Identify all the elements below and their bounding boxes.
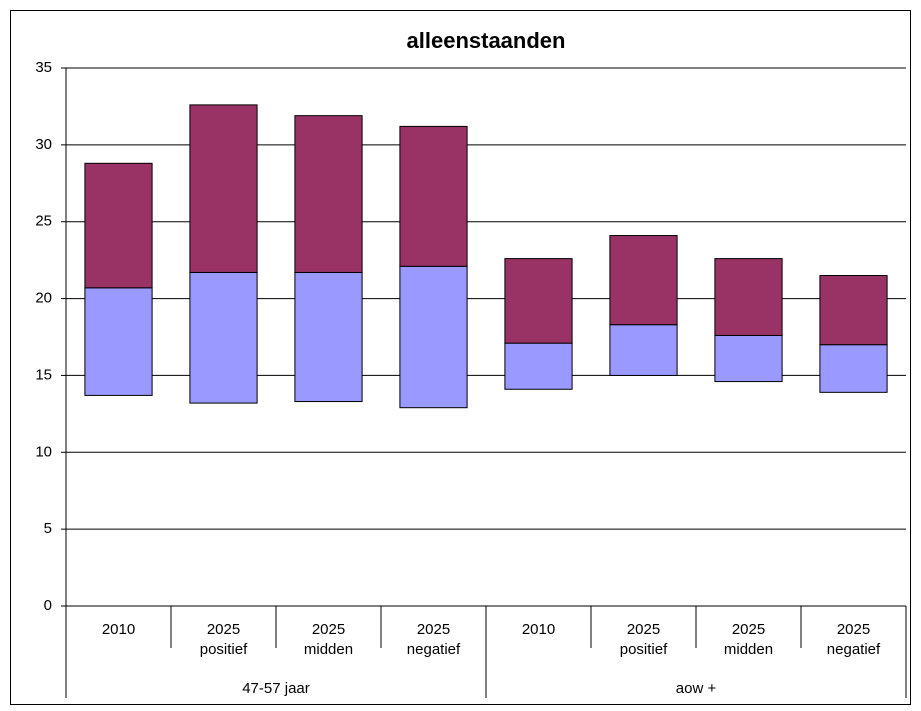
bar-segment <box>504 258 573 344</box>
y-tick-label: 0 <box>44 597 52 614</box>
bar-segment <box>84 287 153 396</box>
x-tick-label: 2025 <box>312 621 345 638</box>
x-tick-label: midden <box>724 641 773 658</box>
bar-segment <box>819 344 888 393</box>
x-tick-label: 2025 <box>207 621 240 638</box>
y-tick-label: 20 <box>35 290 52 307</box>
x-tick-label: 2010 <box>102 621 135 638</box>
bar-segment <box>504 342 573 390</box>
bar-segment <box>294 115 363 273</box>
x-tick-label: 2025 <box>627 621 660 638</box>
y-tick-label: 10 <box>35 443 52 460</box>
x-tick-label: 2025 <box>837 621 870 638</box>
bar-segment <box>714 334 783 383</box>
y-tick-label: 35 <box>35 59 52 76</box>
y-tick-label: 25 <box>35 213 52 230</box>
x-tick-label: 2025 <box>732 621 765 638</box>
bar-segment <box>189 104 258 273</box>
x-tick-label: negatief <box>827 641 881 658</box>
chart-title: alleenstaanden <box>407 28 566 53</box>
x-tick-label: negatief <box>407 641 461 658</box>
bar-segment <box>399 125 468 267</box>
bar-segment <box>294 271 363 403</box>
x-tick-label: 2010 <box>522 621 555 638</box>
x-tick-label: positief <box>620 641 668 658</box>
bar-segment <box>609 235 678 326</box>
bar-segment <box>84 162 153 289</box>
bar-segment <box>819 275 888 346</box>
bar-segment <box>399 265 468 409</box>
y-tick-label: 15 <box>35 366 52 383</box>
x-tick-label: midden <box>304 641 353 658</box>
bar-segment <box>714 258 783 336</box>
group-label: aow + <box>676 680 717 697</box>
x-tick-label: positief <box>200 641 248 658</box>
group-label: 47-57 jaar <box>242 680 310 697</box>
bar-segment <box>609 324 678 376</box>
x-tick-label: 2025 <box>417 621 450 638</box>
bar-segment <box>189 271 258 404</box>
y-tick-label: 5 <box>44 520 52 537</box>
y-tick-label: 30 <box>35 136 52 153</box>
